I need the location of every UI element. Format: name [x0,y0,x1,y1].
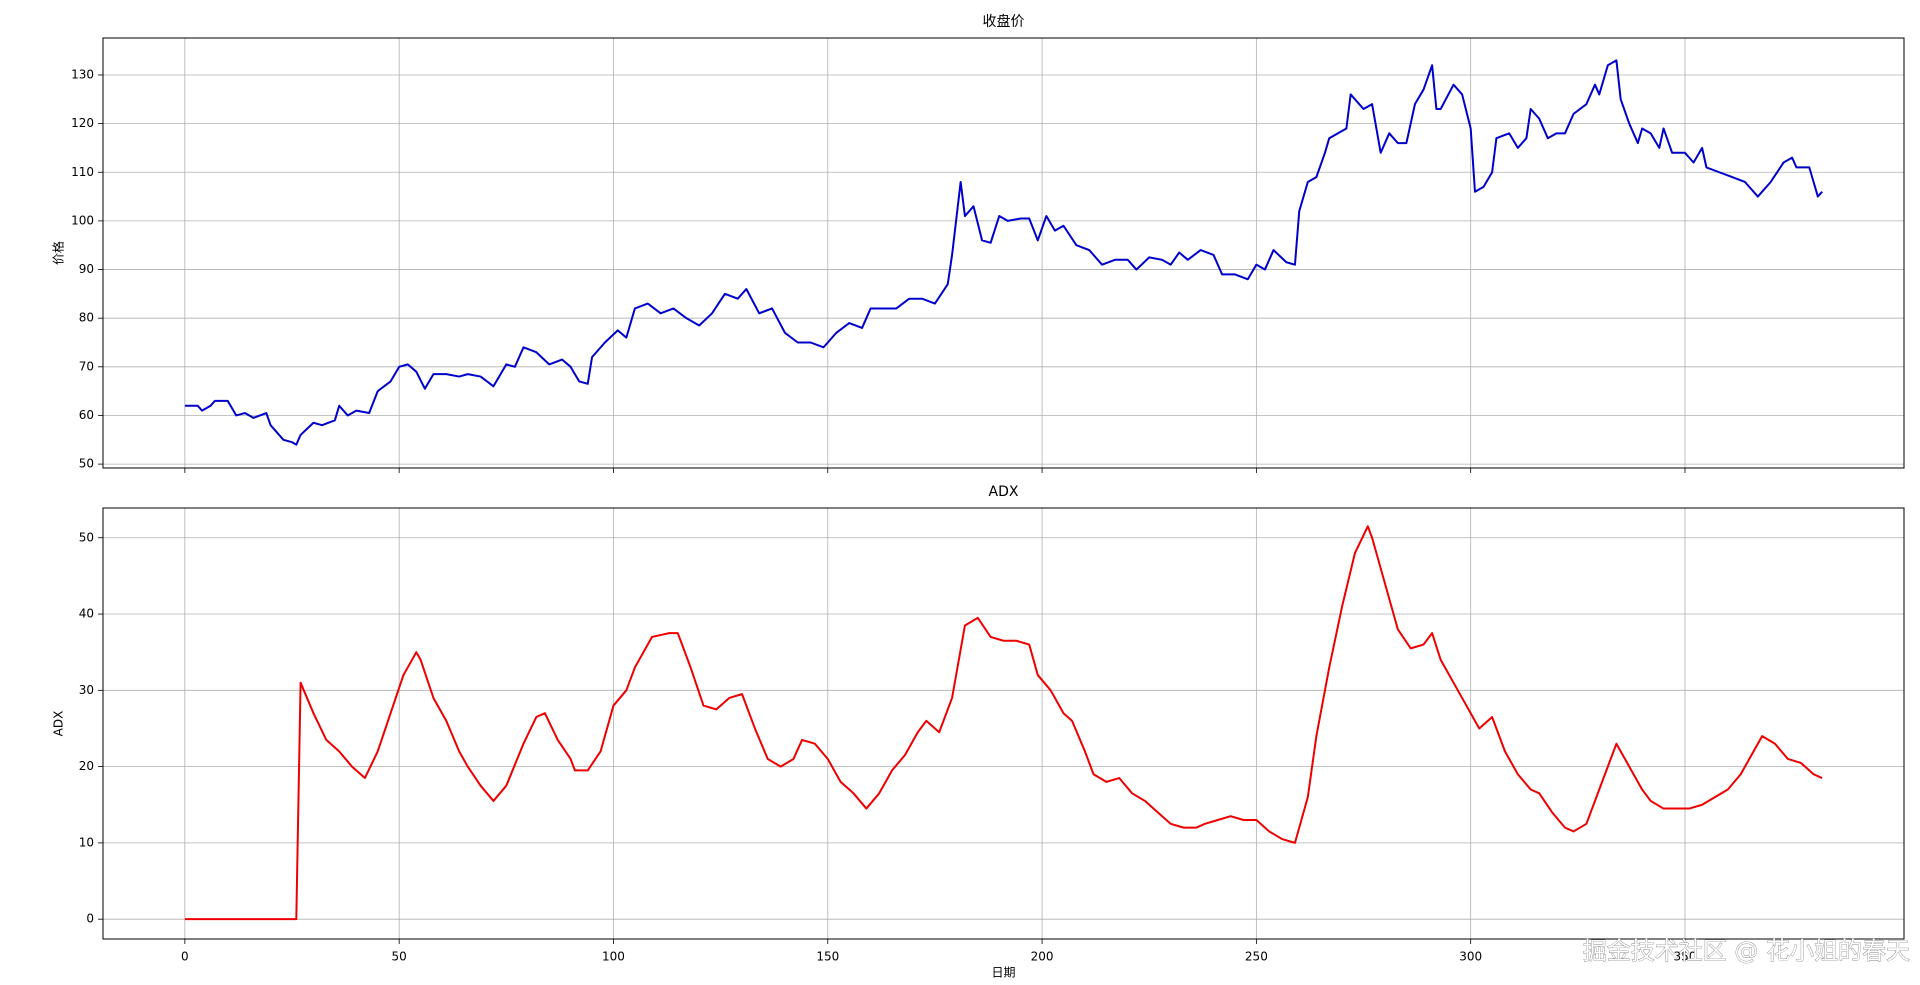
x-tick-label: 150 [816,950,839,964]
data-line [184,525,1823,921]
x-tick-label: 0 [181,950,189,964]
axes-frame [102,37,1905,469]
y-axis-label: ADX [52,711,66,737]
y-tick-label: 80 [79,311,94,325]
x-tick-label: 250 [1245,950,1268,964]
y-tick-label: 0 [86,912,94,926]
y-tick-label: 50 [79,530,94,544]
y-tick-label: 60 [79,408,94,422]
y-tick-label: 30 [79,683,94,697]
y-tick-label: 90 [79,262,94,276]
x-tick-label: 50 [392,950,407,964]
y-tick-label: 120 [71,116,94,130]
data-line [184,59,1823,446]
y-tick-label: 50 [79,457,94,471]
x-tick-label: 300 [1459,950,1482,964]
axes-frame [102,507,1905,940]
watermark: 掘金技术社区 @ 花小姐的春天 [1583,937,1910,965]
x-tick-label: 350 [1674,950,1697,964]
y-tick-label: 10 [79,835,94,849]
y-tick-label: 130 [71,67,94,81]
chart-title: ADX [989,484,1019,500]
y-axis-label: 价格 [51,241,66,265]
y-tick-label: 100 [71,213,94,227]
x-axis-label: 日期 [991,966,1015,980]
x-tick-label: 100 [602,950,625,964]
x-tick-label: 200 [1031,950,1054,964]
chart-title: 收盘价 [983,13,1025,30]
y-tick-label: 110 [71,165,94,179]
y-tick-label: 70 [79,359,94,373]
y-tick-label: 20 [79,759,94,773]
y-tick-label: 40 [79,607,94,621]
